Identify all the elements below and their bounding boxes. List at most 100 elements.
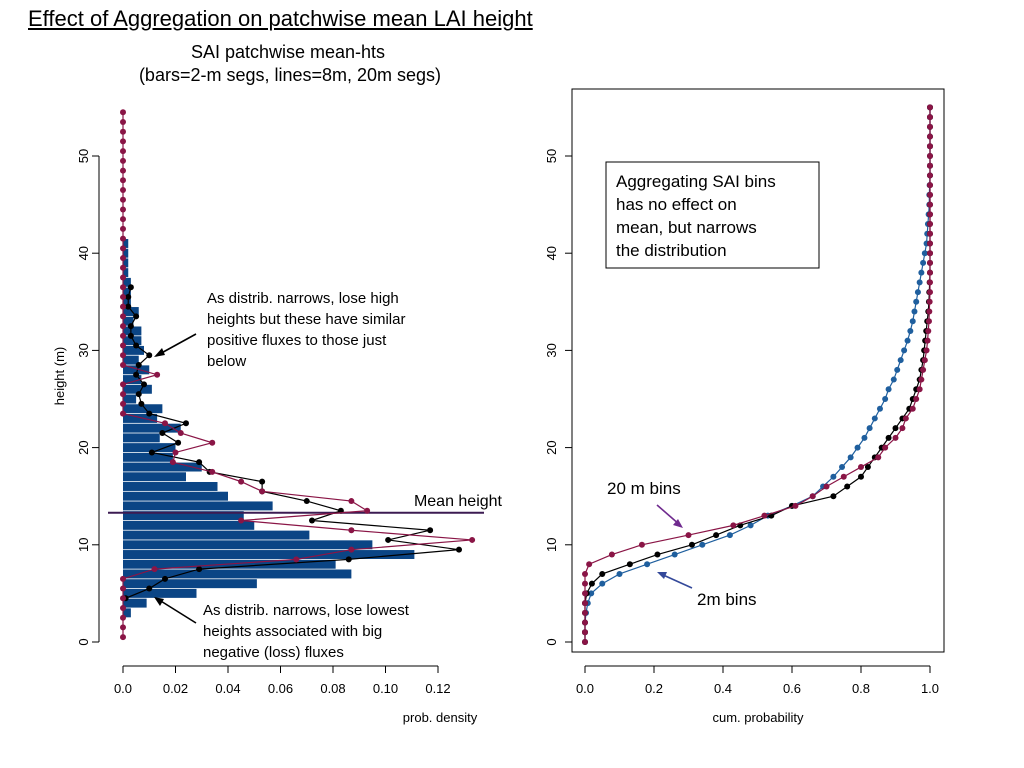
cdf-point-20m — [875, 454, 882, 461]
cdf-point-8m — [892, 425, 899, 432]
series-point-20m — [120, 235, 126, 242]
series-point-8m — [135, 391, 142, 398]
right-panel: 0 10 20 30 40 50 0.0 0.2 0.4 0.6 0.8 1.0 cum. prob… — [544, 88, 945, 725]
density-bar — [123, 598, 147, 608]
left-x-axis: 0.0 0.02 0.04 0.06 0.08 0.10 0.12 — [114, 665, 451, 696]
right-note-line-1: Aggregating SAI bins — [616, 172, 776, 191]
left-x-axis-label: prob. density — [403, 710, 478, 725]
cdf-point-20m — [927, 182, 933, 189]
series-point-8m — [133, 342, 140, 349]
cdf-point-2m — [911, 308, 918, 315]
series-point-20m — [469, 536, 476, 543]
series-point-20m — [120, 187, 126, 194]
cdf-point-20m — [582, 629, 588, 636]
series-point-20m — [120, 206, 126, 213]
series-point-8m — [125, 303, 132, 310]
right-y-tick-label: 30 — [544, 343, 559, 357]
cdf-point-2m — [644, 561, 651, 568]
series-point-20m — [120, 595, 126, 602]
cdf-point-20m — [927, 289, 933, 296]
arrow-lowest-heights-head — [154, 597, 164, 606]
cdf-point-2m — [918, 269, 925, 276]
series-point-20m — [154, 371, 161, 378]
series-point-20m — [120, 264, 126, 271]
arrow-high-heights-head — [154, 348, 165, 357]
density-bar — [123, 239, 129, 248]
annotation-high-heights-line-3: positive fluxes to those just — [207, 332, 387, 349]
series-point-20m — [120, 177, 126, 184]
cdf-point-20m — [927, 259, 933, 266]
annotation-high-heights-line-2: heights but these have similar — [207, 311, 405, 328]
series-point-20m — [209, 468, 216, 475]
density-bar — [123, 569, 352, 579]
series-point-8m — [133, 313, 140, 320]
left-x-tick-label: 0.12 — [425, 681, 450, 696]
series-point-20m — [120, 410, 126, 417]
annotation-high-heights-line-1: As distrib. narrows, lose high — [207, 290, 399, 307]
series-point-20m — [120, 138, 126, 145]
right-note-text: Aggregating SAI bins has no effect on me… — [616, 172, 780, 260]
series-point-8m — [456, 546, 462, 553]
density-bar — [123, 375, 142, 385]
series-point-20m — [238, 478, 245, 485]
label-20m-bins: 20 m bins — [607, 479, 681, 498]
series-point-20m — [172, 449, 179, 456]
left-series-lines — [120, 109, 476, 641]
cdf-point-20m — [927, 240, 933, 247]
density-bar — [123, 365, 150, 375]
density-bar — [123, 501, 273, 511]
cdf-point-2m — [921, 250, 928, 257]
density-bar — [123, 326, 142, 336]
cdf-point-8m — [864, 464, 871, 471]
cdf-point-20m — [925, 327, 932, 334]
cdf-point-20m — [823, 483, 830, 490]
density-bar — [123, 258, 129, 268]
cdf-point-2m — [616, 570, 623, 577]
cdf-point-20m — [926, 298, 933, 305]
density-bar — [123, 472, 186, 482]
left-chart-title: SAI patchwise mean-hts — [191, 42, 385, 62]
cdf-point-20m — [923, 347, 930, 354]
series-point-20m — [120, 245, 126, 252]
density-bar — [123, 287, 131, 297]
cdf-point-2m — [894, 366, 901, 373]
cdf-point-2m — [866, 425, 873, 432]
density-bar — [123, 579, 257, 589]
cdf-point-20m — [927, 211, 933, 218]
cdf-point-2m — [907, 327, 914, 334]
cdf-point-8m — [713, 532, 720, 539]
page-title: Effect of Aggregation on patchwise mean … — [28, 6, 533, 31]
cdf-point-2m — [916, 279, 923, 286]
density-bar — [123, 433, 160, 443]
series-point-20m — [120, 225, 126, 232]
series-point-20m — [177, 430, 184, 437]
series-point-20m — [120, 274, 126, 281]
series-point-20m — [120, 604, 126, 611]
cdf-point-8m — [844, 483, 851, 490]
left-x-tick-label: 0.0 — [114, 681, 132, 696]
cdf-point-2m — [920, 259, 927, 266]
series-point-8m — [125, 293, 132, 300]
right-note-line-4: the distribution — [616, 241, 727, 260]
annotation-high-heights-line-4: below — [207, 353, 246, 370]
cdf-point-2m — [599, 580, 606, 587]
series-point-8m — [127, 332, 134, 339]
density-bar — [123, 491, 228, 501]
series-point-20m — [120, 128, 126, 135]
series-point-20m — [120, 614, 126, 621]
density-bar — [123, 316, 134, 326]
cdf-point-2m — [914, 289, 921, 296]
series-point-20m — [120, 634, 126, 641]
series-point-20m — [209, 439, 216, 446]
density-bar — [123, 404, 163, 414]
series-point-20m — [120, 118, 126, 125]
right-y-tick-label: 40 — [544, 246, 559, 260]
series-point-20m — [162, 420, 168, 427]
series-point-8m — [175, 439, 182, 446]
cdf-point-2m — [897, 357, 904, 364]
series-point-8m — [146, 410, 153, 417]
annotation-lowest-heights-line-3: negative (loss) fluxes — [203, 644, 344, 661]
series-point-20m — [120, 313, 126, 320]
right-note-line-2: has no effect on — [616, 195, 737, 214]
cdf-point-20m — [582, 609, 588, 616]
